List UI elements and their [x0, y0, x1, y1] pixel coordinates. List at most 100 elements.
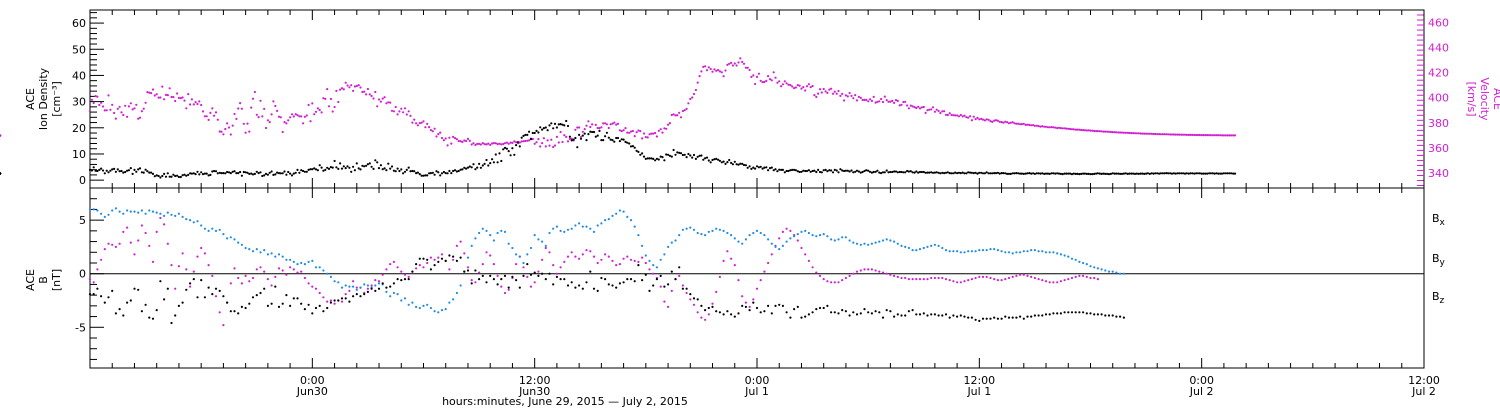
bx-series-point	[800, 316, 803, 319]
bx-series-point	[277, 305, 281, 308]
by-series-point	[948, 250, 951, 253]
bx-series-point	[222, 295, 225, 298]
velocity-series-point	[1041, 125, 1044, 128]
density-series-point	[717, 158, 720, 161]
density-series-point	[1072, 172, 1075, 175]
velocity-series-point	[781, 83, 785, 86]
density-series-point	[190, 172, 193, 175]
velocity-series-point	[322, 97, 325, 100]
density-series-point	[1156, 172, 1159, 175]
velocity-series-point	[1033, 124, 1036, 127]
density-series-point	[313, 167, 316, 170]
velocity-series-point	[735, 64, 738, 67]
density-series-point	[733, 160, 736, 163]
bx-series-point	[629, 278, 633, 281]
velocity-series-point	[835, 92, 838, 95]
x-tick-date: Jul 1	[966, 385, 991, 398]
velocity-series-point	[744, 66, 748, 69]
bz-series-point	[841, 279, 844, 282]
density-series-point	[989, 172, 992, 175]
density-series-point	[793, 168, 796, 171]
legend-bx-sub: x	[1440, 218, 1446, 228]
bx-series-point	[129, 299, 132, 302]
velocity-series-point	[1057, 126, 1061, 129]
density-series-point	[1148, 172, 1151, 175]
bz-series-point	[600, 258, 603, 261]
density-series-point	[541, 128, 544, 131]
velocity-series-point	[796, 84, 799, 87]
density-series-point	[1044, 172, 1048, 175]
bx-series-point	[1082, 311, 1085, 314]
bx-series-point	[641, 279, 644, 282]
by-series-point	[789, 237, 792, 240]
density-series-point	[750, 167, 753, 170]
by-series-point	[689, 226, 692, 229]
velocity-series-point	[528, 139, 531, 142]
velocity-series-point	[1202, 134, 1205, 137]
density-series-point	[950, 172, 953, 175]
velocity-series-point	[993, 119, 996, 122]
velocity-series-point	[1215, 134, 1218, 137]
by-series-point	[485, 229, 488, 232]
density-series-point	[807, 169, 811, 172]
bz-series-point	[355, 286, 358, 289]
density-series-point	[116, 168, 119, 171]
bz-series-point	[763, 270, 766, 273]
bx-series-point	[937, 314, 940, 317]
by-series-point	[470, 244, 473, 247]
velocity-series-point	[828, 88, 831, 91]
density-series-point	[1015, 172, 1018, 175]
bx-series-point	[1056, 312, 1059, 315]
density-series-point	[1183, 172, 1187, 175]
velocity-series-point	[881, 100, 885, 104]
by-series-point	[503, 230, 507, 233]
density-series-point	[355, 162, 358, 165]
velocity-series-point	[635, 131, 638, 134]
by-series-point	[859, 243, 862, 246]
density-series-point	[809, 170, 812, 173]
density-series-point	[263, 174, 266, 177]
bz-series-point	[878, 270, 881, 273]
velocity-series-point	[985, 118, 988, 121]
by-series-point	[537, 238, 540, 241]
velocity-series-point	[585, 124, 588, 127]
density-series-point	[544, 126, 547, 129]
velocity-series-point	[398, 110, 401, 113]
density-series-point	[322, 169, 325, 172]
by-series-point	[626, 215, 629, 218]
density-series-point	[107, 171, 110, 174]
density-series-point	[941, 171, 944, 174]
bx-series-point	[744, 305, 748, 308]
velocity-series-point	[957, 115, 961, 118]
velocity-series-point	[363, 90, 366, 93]
velocity-series-point	[1222, 134, 1225, 137]
bx-series-point	[1104, 314, 1107, 317]
bx-series-point	[348, 300, 351, 303]
velocity-series-point	[261, 115, 264, 118]
density-series-point	[665, 153, 668, 156]
velocity-series-point	[201, 110, 205, 113]
density-series-point	[144, 168, 147, 171]
bz-series-point	[681, 284, 685, 287]
bz-series-point	[789, 229, 792, 232]
bx-series-point	[748, 309, 751, 312]
density-series-point	[1195, 172, 1198, 175]
velocity-series-point	[754, 82, 757, 86]
bx-series-point	[870, 312, 874, 315]
density-series-point	[1083, 172, 1086, 175]
density-series-point	[201, 173, 205, 176]
by-series-point	[1000, 250, 1003, 253]
density-series-point	[754, 167, 757, 170]
density-series-point	[231, 170, 234, 173]
bz-series-point	[1022, 273, 1025, 276]
density-series-point	[731, 163, 735, 166]
bz-series-point	[826, 280, 829, 283]
bx-series-point	[789, 316, 792, 319]
by-series-point	[633, 225, 636, 228]
velocity-series-point	[494, 142, 497, 145]
bx-series-point	[1122, 316, 1125, 319]
by-series-point	[804, 229, 807, 232]
density-series-point	[339, 162, 342, 165]
bz-series-point	[251, 276, 255, 280]
bx-series-point	[1070, 311, 1074, 314]
